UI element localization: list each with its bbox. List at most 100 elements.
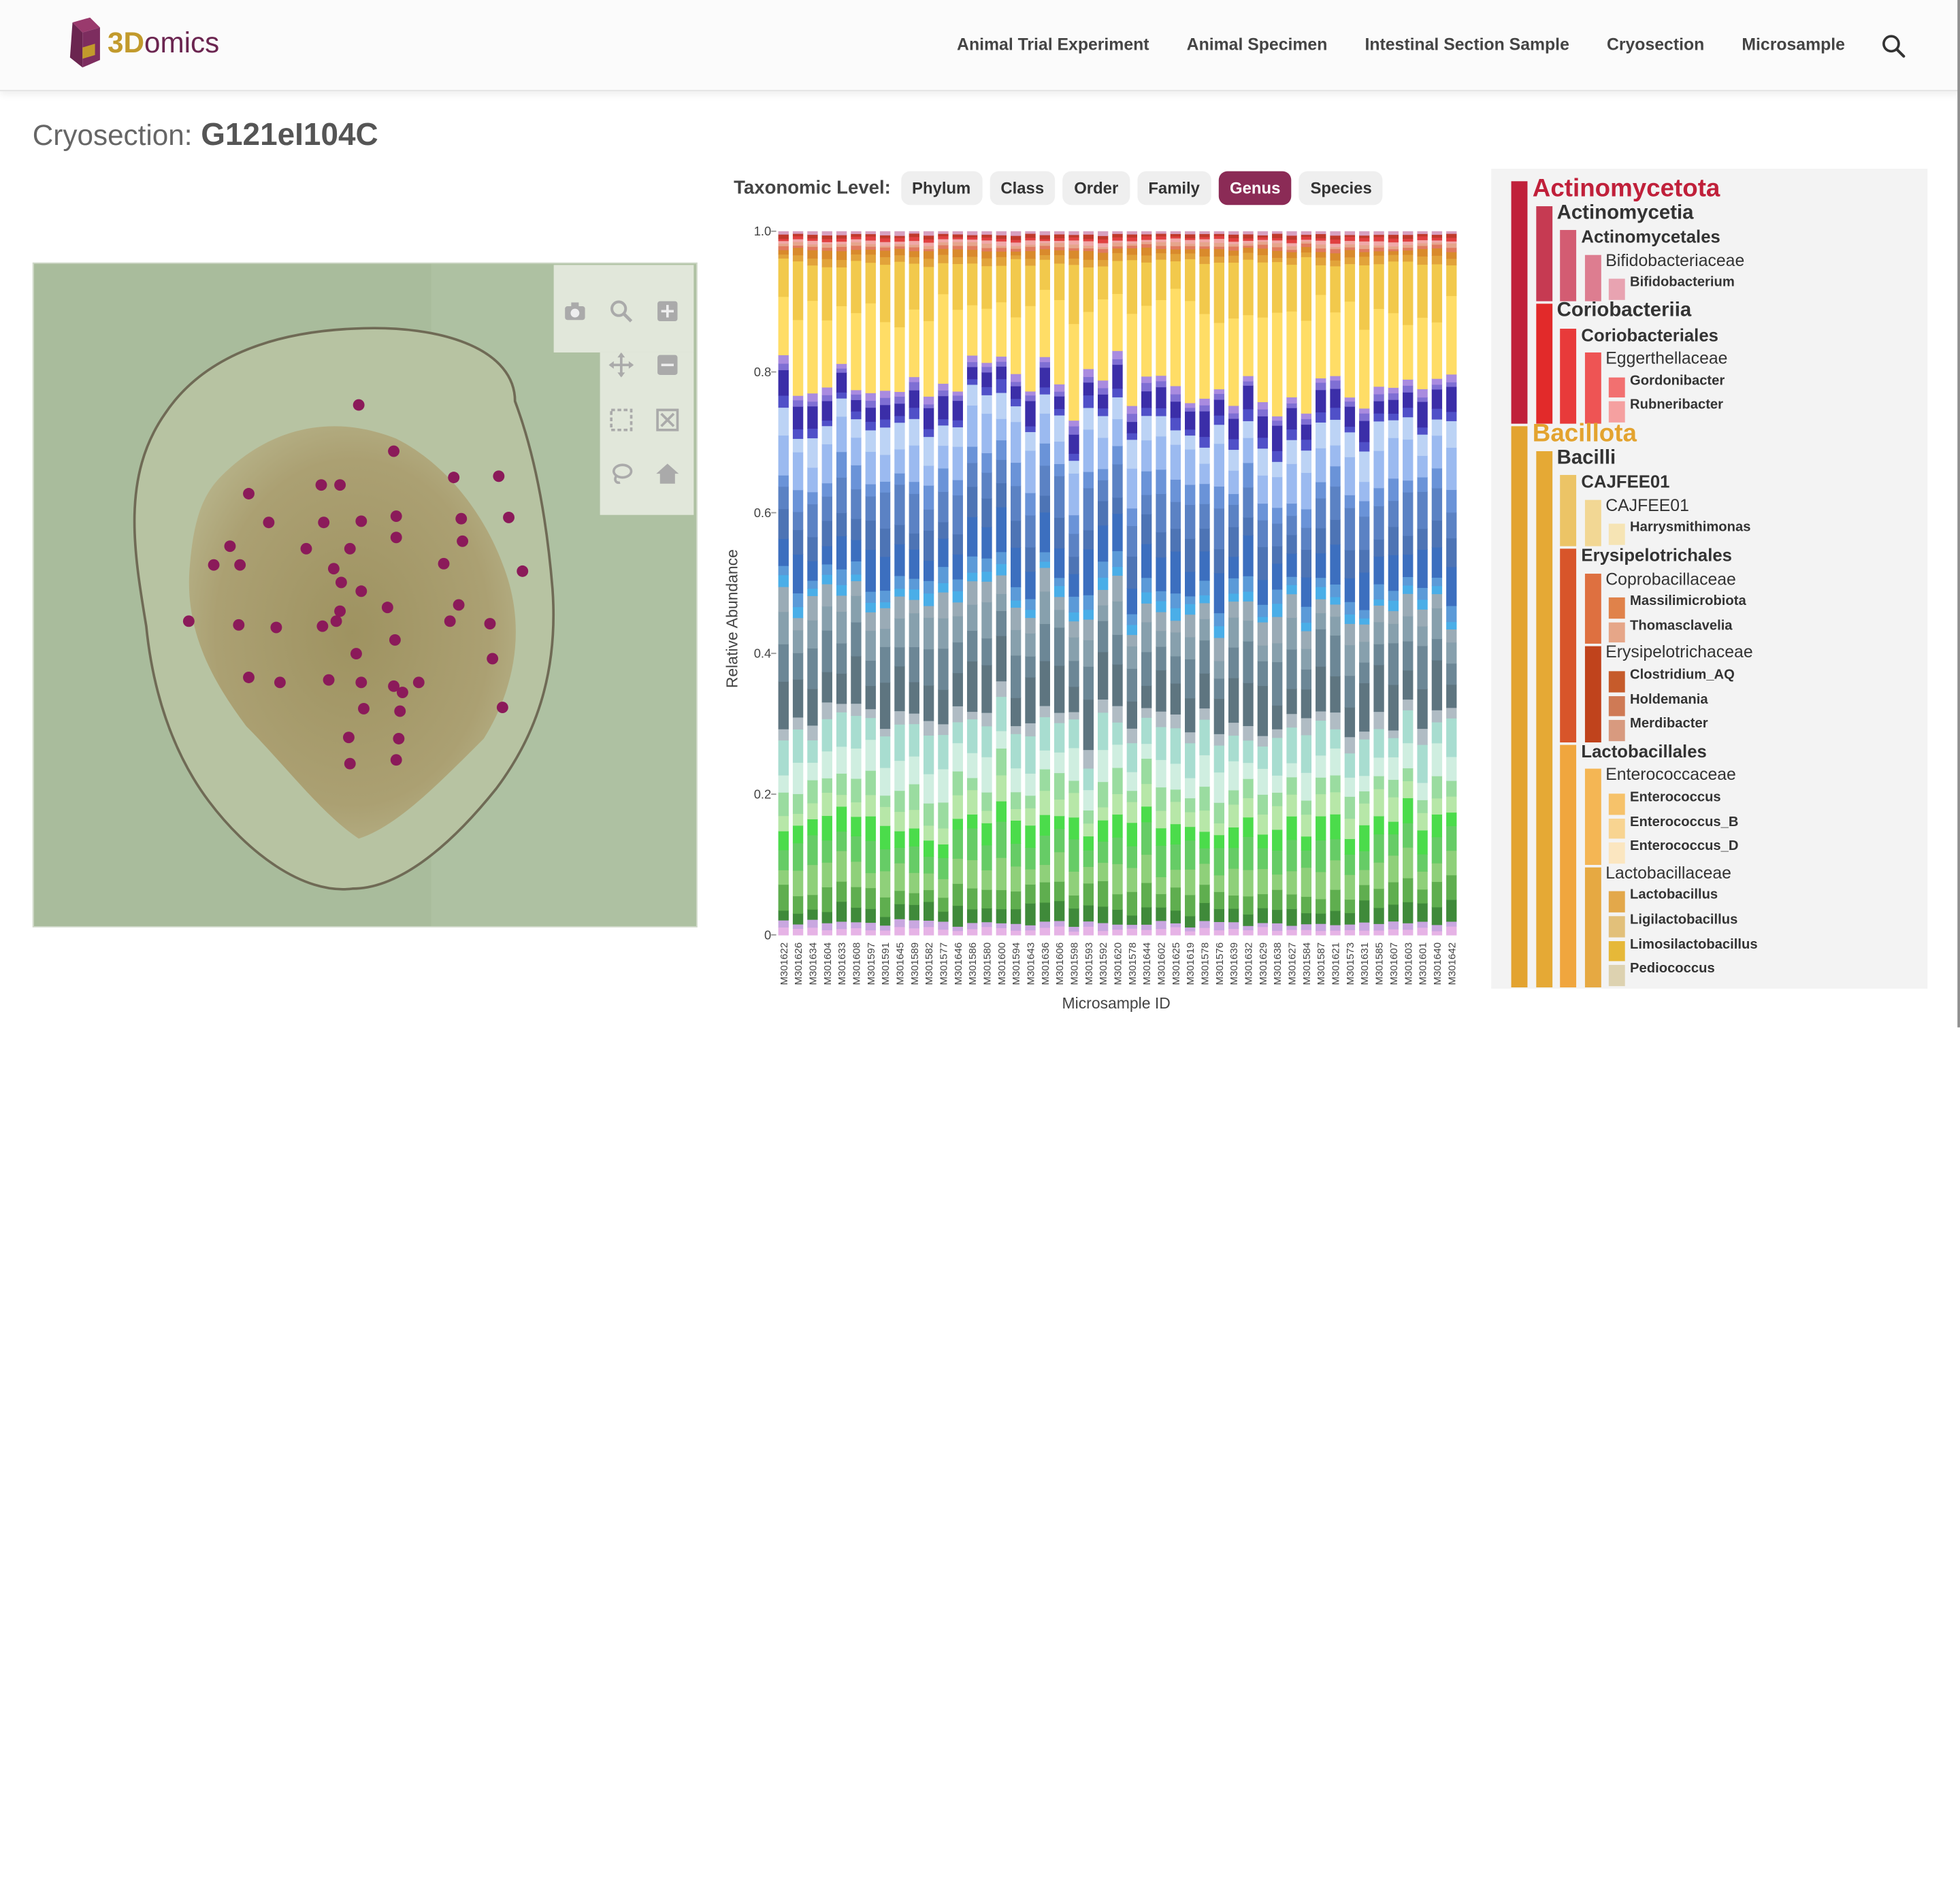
bar-segment[interactable] bbox=[1213, 772, 1225, 803]
bar-segment[interactable] bbox=[909, 578, 919, 590]
sample-point[interactable] bbox=[233, 619, 245, 631]
bar-segment[interactable] bbox=[865, 872, 876, 889]
bar-segment[interactable] bbox=[1272, 889, 1283, 910]
bar-segment[interactable] bbox=[1010, 768, 1022, 793]
bar-segment[interactable] bbox=[1068, 556, 1079, 574]
bar-segment[interactable] bbox=[1286, 893, 1297, 910]
bar-segment[interactable] bbox=[821, 911, 832, 923]
bar-segment[interactable] bbox=[996, 680, 1007, 698]
bar-segment[interactable] bbox=[1126, 405, 1138, 414]
bar-segment[interactable] bbox=[1126, 432, 1138, 440]
bar-segment[interactable] bbox=[1272, 257, 1283, 263]
bar-segment[interactable] bbox=[778, 363, 789, 371]
sample-point[interactable] bbox=[270, 621, 282, 634]
bar-segment[interactable] bbox=[1403, 392, 1414, 408]
bar-segment[interactable] bbox=[1083, 395, 1094, 408]
bar-segment[interactable] bbox=[1359, 241, 1370, 246]
bar-segment[interactable] bbox=[923, 560, 934, 581]
bar-segment[interactable] bbox=[981, 250, 992, 259]
bar-segment[interactable] bbox=[966, 245, 978, 250]
bar-segment[interactable] bbox=[1257, 231, 1269, 235]
bar-segment[interactable] bbox=[792, 489, 804, 512]
bar-segment[interactable] bbox=[1068, 434, 1079, 454]
stacked-bar[interactable] bbox=[1403, 231, 1414, 936]
bar-segment[interactable] bbox=[865, 451, 876, 485]
bar-segment[interactable] bbox=[894, 255, 905, 262]
bar-segment[interactable] bbox=[1112, 231, 1123, 234]
bar-segment[interactable] bbox=[851, 816, 862, 836]
bar-segment[interactable] bbox=[1185, 732, 1196, 744]
bar-segment[interactable] bbox=[1286, 762, 1297, 778]
bar-segment[interactable] bbox=[879, 427, 891, 455]
bar-segment[interactable] bbox=[836, 673, 847, 704]
bar-segment[interactable] bbox=[909, 681, 919, 714]
bar-segment[interactable] bbox=[1097, 235, 1109, 240]
bar-segment[interactable] bbox=[952, 926, 963, 932]
bar-segment[interactable] bbox=[1097, 712, 1109, 751]
bar-segment[interactable] bbox=[1431, 248, 1443, 256]
sample-point[interactable] bbox=[334, 605, 346, 617]
bar-segment[interactable] bbox=[1286, 251, 1297, 259]
bar-segment[interactable] bbox=[1185, 243, 1196, 246]
bar-segment[interactable] bbox=[1083, 368, 1094, 378]
bar-segment[interactable] bbox=[1228, 504, 1239, 527]
bar-segment[interactable] bbox=[1097, 577, 1109, 590]
bar-segment[interactable] bbox=[865, 930, 876, 936]
sample-point[interactable] bbox=[487, 653, 499, 665]
bar-segment[interactable] bbox=[1228, 405, 1239, 414]
bar-segment[interactable] bbox=[1316, 923, 1326, 932]
bar-segment[interactable] bbox=[1446, 566, 1457, 606]
bar-segment[interactable] bbox=[1373, 450, 1384, 489]
bar-segment[interactable] bbox=[1141, 514, 1152, 544]
bar-segment[interactable] bbox=[1112, 929, 1123, 936]
bar-segment[interactable] bbox=[1330, 260, 1341, 267]
bar-segment[interactable] bbox=[938, 467, 949, 492]
bar-segment[interactable] bbox=[778, 395, 789, 408]
bar-segment[interactable] bbox=[1403, 923, 1414, 930]
bar-segment[interactable] bbox=[1213, 231, 1225, 234]
bar-segment[interactable] bbox=[1373, 412, 1384, 422]
bar-segment[interactable] bbox=[1316, 294, 1326, 379]
stacked-bar[interactable] bbox=[1257, 231, 1269, 936]
bar-segment[interactable] bbox=[1388, 419, 1399, 438]
bar-segment[interactable] bbox=[1156, 920, 1166, 930]
bar-segment[interactable] bbox=[821, 395, 832, 401]
bar-segment[interactable] bbox=[996, 366, 1007, 380]
bar-segment[interactable] bbox=[1388, 834, 1399, 856]
bar-segment[interactable] bbox=[1039, 289, 1050, 357]
bar-segment[interactable] bbox=[1039, 242, 1050, 246]
bar-segment[interactable] bbox=[1112, 246, 1123, 249]
bar-segment[interactable] bbox=[821, 923, 832, 931]
bar-segment[interactable] bbox=[1344, 913, 1356, 925]
bar-segment[interactable] bbox=[1156, 630, 1166, 647]
bar-segment[interactable] bbox=[996, 378, 1007, 393]
bar-segment[interactable] bbox=[1068, 250, 1079, 259]
bar-segment[interactable] bbox=[1054, 920, 1065, 927]
bar-segment[interactable] bbox=[923, 465, 934, 486]
bar-segment[interactable] bbox=[1417, 235, 1428, 240]
bar-segment[interactable] bbox=[1156, 893, 1166, 908]
bar-segment[interactable] bbox=[1054, 596, 1065, 610]
bar-segment[interactable] bbox=[1068, 473, 1079, 516]
bar-segment[interactable] bbox=[1431, 906, 1443, 925]
bar-segment[interactable] bbox=[996, 238, 1007, 242]
bar-segment[interactable] bbox=[879, 795, 891, 807]
bar-segment[interactable] bbox=[1301, 243, 1312, 248]
bar-segment[interactable] bbox=[1228, 617, 1239, 648]
bar-segment[interactable] bbox=[1156, 827, 1166, 846]
bar-segment[interactable] bbox=[1446, 707, 1457, 719]
bar-segment[interactable] bbox=[1228, 493, 1239, 505]
bar-segment[interactable] bbox=[879, 454, 891, 482]
bar-segment[interactable] bbox=[1141, 621, 1152, 653]
bar-segment[interactable] bbox=[1403, 247, 1414, 251]
bar-segment[interactable] bbox=[1097, 239, 1109, 244]
bar-segment[interactable] bbox=[966, 630, 978, 662]
bar-segment[interactable] bbox=[1446, 411, 1457, 421]
bar-segment[interactable] bbox=[792, 617, 804, 631]
bar-segment[interactable] bbox=[1054, 577, 1065, 587]
bar-segment[interactable] bbox=[1097, 248, 1109, 253]
bar-segment[interactable] bbox=[1025, 395, 1036, 401]
bar-segment[interactable] bbox=[821, 563, 832, 575]
bar-segment[interactable] bbox=[1286, 839, 1297, 872]
bar-segment[interactable] bbox=[1359, 825, 1370, 851]
